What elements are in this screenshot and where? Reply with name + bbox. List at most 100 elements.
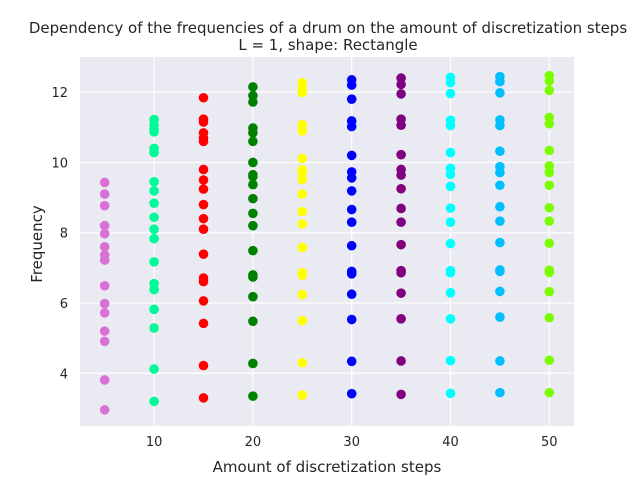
data-point xyxy=(445,147,456,158)
data-point xyxy=(346,186,357,196)
data-point xyxy=(396,314,406,324)
data-point xyxy=(346,94,357,104)
y-axis-label: Frequency xyxy=(28,205,46,283)
data-point xyxy=(346,116,357,126)
data-point xyxy=(396,203,406,214)
data-point xyxy=(544,167,555,178)
data-point xyxy=(149,176,159,187)
data-point xyxy=(248,169,258,180)
data-point xyxy=(248,90,258,101)
data-point xyxy=(346,204,357,215)
data-point xyxy=(495,356,505,366)
data-point xyxy=(396,389,406,400)
data-point xyxy=(248,123,258,133)
data-point xyxy=(544,238,555,249)
data-point xyxy=(544,180,555,191)
data-point xyxy=(297,174,308,185)
data-point xyxy=(445,288,456,298)
data-point xyxy=(149,143,159,154)
data-point xyxy=(495,201,505,212)
data-point xyxy=(396,356,406,366)
data-point xyxy=(346,75,357,85)
data-point xyxy=(297,165,308,175)
data-point xyxy=(297,77,308,88)
data-point xyxy=(495,387,505,398)
data-point xyxy=(495,216,505,226)
data-point xyxy=(248,157,258,168)
data-point xyxy=(99,336,110,347)
data-point xyxy=(297,120,308,130)
data-point xyxy=(99,280,110,291)
y-tick-label: 10 xyxy=(51,156,68,171)
x-tick-label: 50 xyxy=(541,435,558,450)
data-point xyxy=(149,114,159,125)
data-point xyxy=(445,388,456,399)
data-point xyxy=(544,265,555,276)
data-point xyxy=(198,92,209,103)
data-point xyxy=(99,189,110,199)
data-point xyxy=(445,217,456,227)
data-point xyxy=(198,360,209,371)
data-point xyxy=(346,314,357,325)
data-point xyxy=(248,270,258,280)
data-point xyxy=(198,184,209,194)
data-point xyxy=(99,220,110,231)
data-point xyxy=(149,396,159,407)
data-point xyxy=(544,286,555,297)
data-point xyxy=(248,179,258,190)
data-point xyxy=(396,265,406,276)
data-point xyxy=(297,289,308,300)
data-point xyxy=(396,89,406,99)
data-point xyxy=(495,71,505,82)
y-tick-label: 12 xyxy=(51,86,68,101)
data-point xyxy=(346,289,357,300)
data-point xyxy=(346,217,357,227)
data-point xyxy=(495,146,505,156)
data-point xyxy=(198,296,209,306)
data-point xyxy=(198,164,209,175)
data-point xyxy=(346,356,357,367)
data-point xyxy=(396,217,406,227)
data-point xyxy=(445,355,456,366)
data-point xyxy=(495,286,505,297)
data-point xyxy=(149,233,159,244)
data-point xyxy=(99,326,110,336)
data-point xyxy=(544,161,555,171)
data-point xyxy=(99,375,110,385)
data-point xyxy=(396,164,406,175)
data-point xyxy=(445,265,456,276)
data-point xyxy=(248,136,258,147)
data-point xyxy=(99,241,110,252)
data-point xyxy=(198,273,209,283)
x-tick-label: 10 xyxy=(146,435,163,450)
data-point xyxy=(396,183,406,194)
data-point xyxy=(396,73,406,83)
data-point xyxy=(248,291,258,302)
data-point xyxy=(346,266,357,277)
data-point xyxy=(149,323,159,333)
data-point xyxy=(495,161,505,172)
data-point xyxy=(248,316,258,327)
data-point xyxy=(198,114,209,125)
data-point xyxy=(99,405,110,415)
data-point xyxy=(445,72,456,83)
data-point xyxy=(495,265,505,275)
data-point xyxy=(99,228,110,239)
data-point xyxy=(495,312,505,322)
data-point xyxy=(297,267,308,278)
data-point xyxy=(544,387,555,398)
data-point xyxy=(495,88,505,98)
data-point xyxy=(445,203,456,213)
data-point xyxy=(149,198,159,208)
x-tick-label: 40 xyxy=(442,435,459,450)
tick-labels: 10 20 30 40 50 4 6 8 10 12 xyxy=(51,86,557,450)
data-point xyxy=(396,239,406,250)
data-point xyxy=(495,115,505,125)
data-point xyxy=(297,315,308,326)
data-point xyxy=(495,180,505,191)
data-point xyxy=(544,70,555,81)
data-point xyxy=(297,357,308,368)
data-point xyxy=(445,115,456,126)
data-point xyxy=(297,206,308,217)
